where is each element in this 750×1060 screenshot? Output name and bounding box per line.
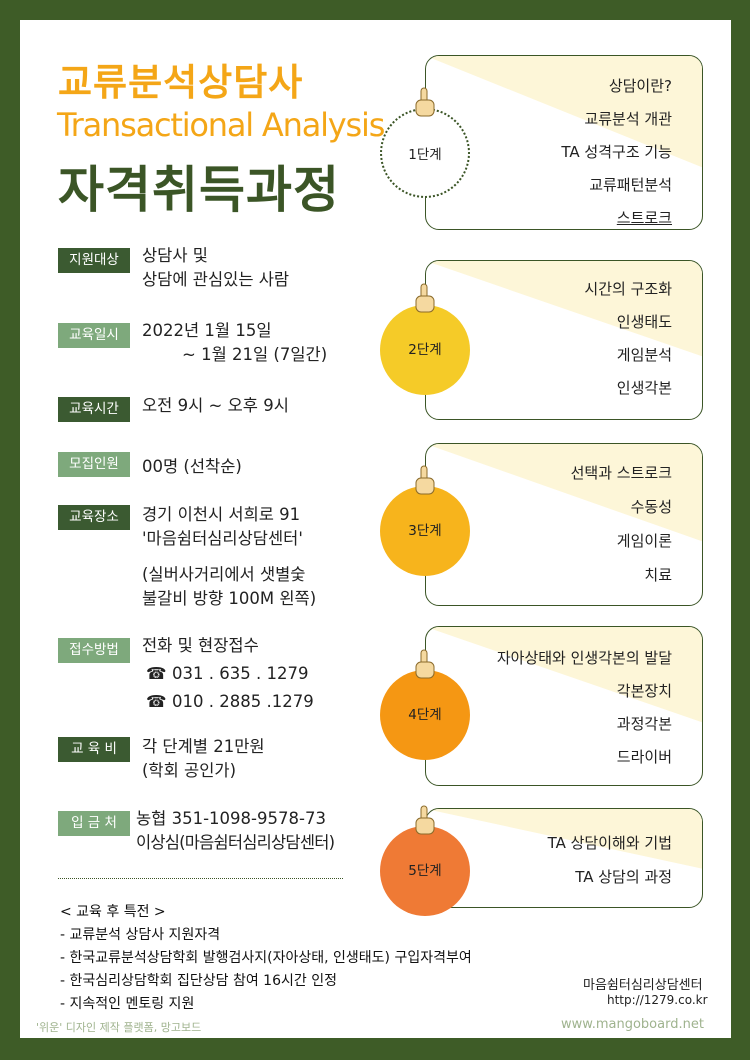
value-account-line: 이상심(마음쉼터심리상담센터) <box>136 833 335 852</box>
value-target-line: 상담사 및 <box>142 246 208 265</box>
step-card-1: 상담이란? 교류분석 개관 TA 성격구조 기능 교류패턴분석 스트로크 <box>425 55 703 230</box>
label-account: 입 금 처 <box>58 811 130 836</box>
divider-dotted <box>58 878 343 879</box>
label-location: 교육장소 <box>58 505 130 530</box>
step-item: 인생태도 <box>616 313 672 331</box>
title-english: Transactional Analysis <box>57 106 385 144</box>
label-capacity: 모집인원 <box>58 452 130 477</box>
value-location-line: (실버사거리에서 샛별숯 <box>142 565 306 584</box>
footer-org: 마음쉼터심리상담센터 <box>583 978 703 993</box>
label-schedule: 교육일시 <box>58 323 130 348</box>
title-korean: 교류분석상담사 <box>58 61 304 104</box>
value-schedule-line: 2022년 1월 15일 <box>142 321 272 340</box>
step-card-5: TA 상담이해와 기법 TA 상담의 과정 <box>425 808 703 908</box>
value-fee-line: 각 단계별 21만원 <box>142 737 265 756</box>
step-3-items: 선택과 스트로크 수동성 게임이론 치료 <box>571 456 672 592</box>
phone-number: 010 . 2885 .1279 <box>172 692 314 711</box>
step-5-items: TA 상담이해와 기법 TA 상담의 과정 <box>548 826 672 894</box>
value-location-line: 불갈비 방향 100M 왼쪽) <box>142 589 317 608</box>
value-location-line: 경기 이천시 서희로 91 <box>142 505 301 524</box>
watermark-text: www.mangoboard.net <box>561 1017 704 1032</box>
benefit-item: - 교류분석 상담사 지원자격 <box>60 927 221 943</box>
value-schedule: 2022년 1월 15일 ~ 1월 21일 (7일간) <box>142 319 327 367</box>
step-4-items: 자아상태와 인생각본의 발달 각본장치 과정각본 드라이버 <box>497 642 672 774</box>
step-item: 게임이론 <box>616 532 672 550</box>
step-item: 교류패턴분석 <box>589 176 672 194</box>
card-wedge <box>426 56 702 168</box>
pointing-hand-icon <box>415 465 435 495</box>
step-item: 선택과 스트로크 <box>570 464 672 482</box>
label-fee: 교 육 비 <box>58 737 130 762</box>
step-item: TA 상담이해와 기법 <box>547 834 672 852</box>
phone-row-2: ☎ 010 . 2885 .1279 <box>142 690 314 714</box>
footer-url[interactable]: http://1279.co.kr <box>607 993 708 1007</box>
value-apply-line: 전화 및 현장접수 <box>142 636 259 655</box>
value-target: 상담사 및 상담에 관심있는 사람 <box>142 244 289 292</box>
step-item: 각본장치 <box>616 682 672 700</box>
card-wedge <box>426 809 702 869</box>
step-card-4: 자아상태와 인생각본의 발달 각본장치 과정각본 드라이버 <box>425 626 703 786</box>
value-location-line: '마음쉼터심리상담센터' <box>142 529 303 548</box>
pointing-hand-icon <box>415 805 435 835</box>
label-hours: 교육시간 <box>58 397 130 422</box>
step-item: 상담이란? <box>608 77 672 95</box>
phone-icon: ☎ <box>146 664 167 683</box>
pointing-hand-icon <box>415 283 435 313</box>
credit-text: '위운' 디자인 제작 플랫폼, 망고보드 <box>36 1021 202 1034</box>
value-capacity-line: 00명 (선착순) <box>142 457 242 476</box>
value-hours-line: 오전 9시 ~ 오후 9시 <box>142 396 289 415</box>
label-target: 지원대상 <box>58 248 130 273</box>
card-wedge <box>426 444 702 542</box>
benefit-item: - 지속적인 멘토링 지원 <box>60 996 195 1012</box>
step-circle-1: 1단계 <box>380 108 470 198</box>
step-item: TA 상담의 과정 <box>575 868 672 886</box>
value-apply: 전화 및 현장접수 ☎ 031 . 635 . 1279 ☎ 010 . 2885 … <box>142 634 314 714</box>
value-fee: 각 단계별 21만원 (학회 공인가) <box>142 735 265 783</box>
value-hours: 오전 9시 ~ 오후 9시 <box>142 394 289 418</box>
step-item: 드라이버 <box>616 748 672 766</box>
step-item: 시간의 구조화 <box>584 280 672 298</box>
benefits-block: < 교육 후 특전 > - 교류분석 상담사 지원자격 - 한국교류분석상담학회… <box>60 901 472 1016</box>
step-item: 스트로크 <box>616 209 672 227</box>
step-2-items: 시간의 구조화 인생태도 게임분석 인생각본 <box>584 273 672 405</box>
value-target-line: 상담에 관심있는 사람 <box>142 270 290 289</box>
value-location: 경기 이천시 서희로 91 '마음쉼터심리상담센터' (실버사거리에서 샛별숯 … <box>142 503 316 611</box>
step-item: TA 성격구조 기능 <box>561 143 672 161</box>
step-circle-5: 5단계 <box>380 826 470 916</box>
title-course: 자격취득과정 <box>58 161 340 219</box>
value-account-line: 농협 351-1098-9578-73 <box>136 809 326 828</box>
phone-number: 031 . 635 . 1279 <box>172 664 309 683</box>
phone-icon: ☎ <box>146 692 167 711</box>
step-card-2: 시간의 구조화 인생태도 게임분석 인생각본 <box>425 260 703 420</box>
step-1-items: 상담이란? 교류분석 개관 TA 성격구조 기능 교류패턴분석 스트로크 <box>561 70 672 229</box>
step-item: 과정각본 <box>616 715 672 733</box>
value-fee-line: (학회 공인가) <box>142 761 237 780</box>
phone-row-1: ☎ 031 . 635 . 1279 <box>142 662 314 686</box>
value-schedule-line: ~ 1월 21일 (7일간) <box>182 345 328 364</box>
value-capacity: 00명 (선착순) <box>142 455 242 479</box>
label-apply: 접수방법 <box>58 638 130 663</box>
step-item: 수동성 <box>630 498 672 516</box>
benefit-item: - 한국심리상담학회 집단상담 참여 16시간 인정 <box>60 973 337 989</box>
pointing-hand-icon <box>415 87 435 117</box>
step-item: 게임분석 <box>616 346 672 364</box>
benefits-title: < 교육 후 특전 > <box>60 904 166 920</box>
card-wedge <box>426 261 702 357</box>
benefit-item: - 한국교류분석상담학회 발행검사지(자아상태, 인생태도) 구입자격부여 <box>60 950 472 966</box>
step-item: 자아상태와 인생각본의 발달 <box>496 649 672 667</box>
value-account: 농협 351-1098-9578-73 이상심(마음쉼터심리상담센터) <box>136 807 335 855</box>
step-circle-2: 2단계 <box>380 305 470 395</box>
step-item: 교류분석 개관 <box>584 110 672 128</box>
card-wedge <box>426 627 702 723</box>
step-circle-4: 4단계 <box>380 670 470 760</box>
pointing-hand-icon <box>415 649 435 679</box>
step-item: 치료 <box>644 566 672 584</box>
step-circle-3: 3단계 <box>380 486 470 576</box>
step-item: 인생각본 <box>616 379 672 397</box>
